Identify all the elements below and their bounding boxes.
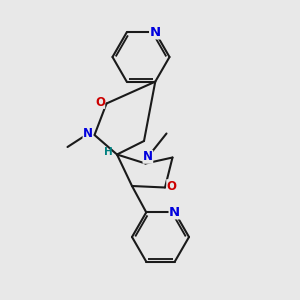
Text: N: N	[169, 206, 180, 219]
Text: N: N	[150, 26, 161, 39]
Text: N: N	[83, 127, 93, 140]
Text: H: H	[104, 146, 113, 157]
Text: N: N	[143, 150, 153, 164]
Text: O: O	[95, 95, 105, 109]
Text: O: O	[167, 179, 177, 193]
